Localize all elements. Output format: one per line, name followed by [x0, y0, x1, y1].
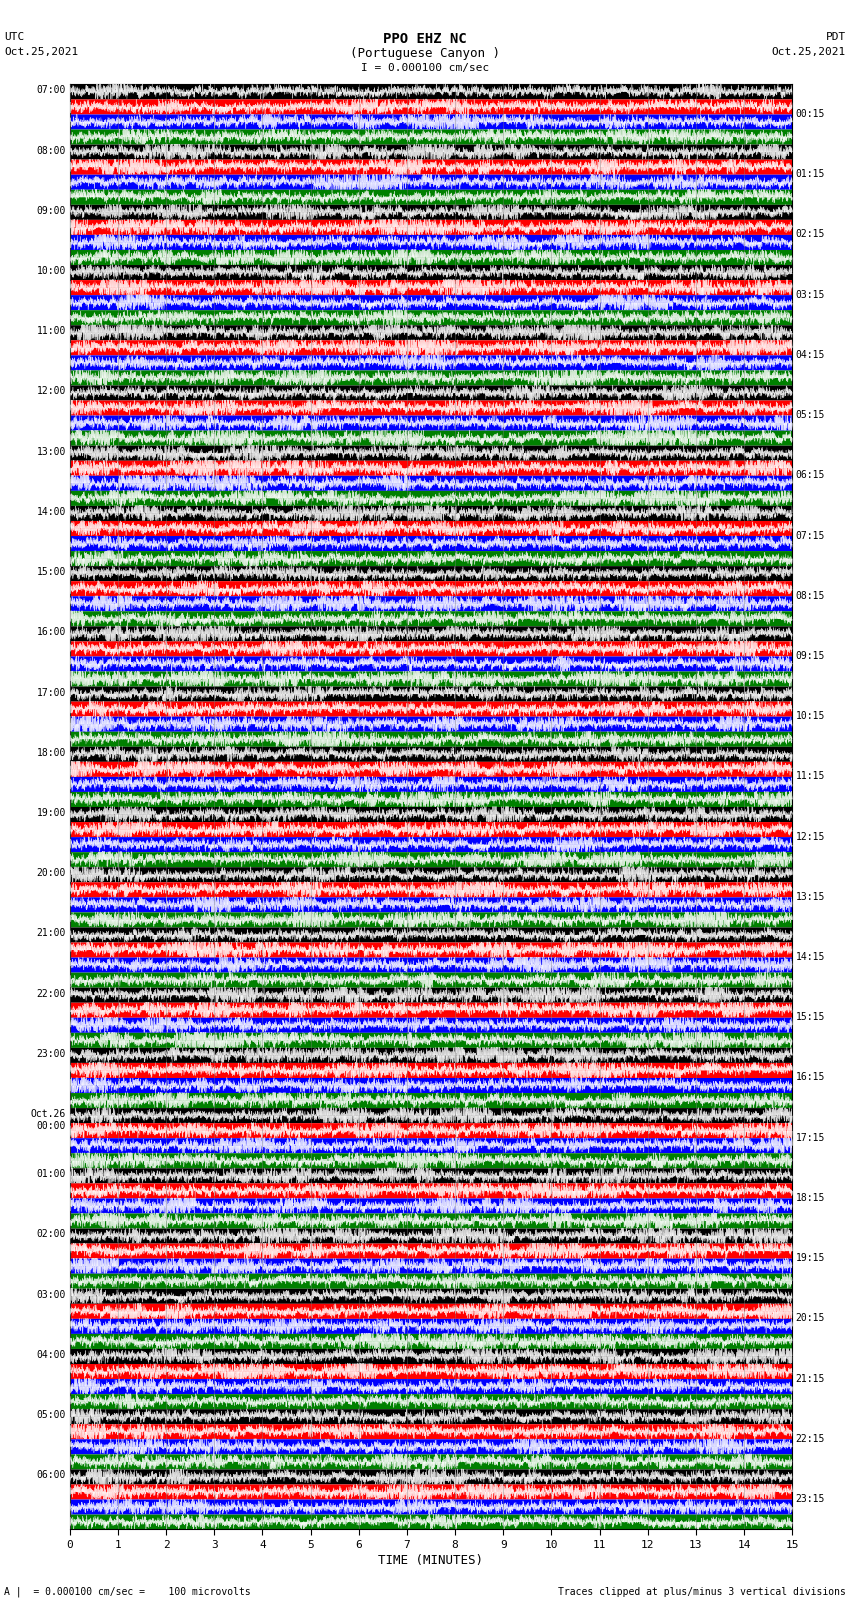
Text: 08:15: 08:15	[796, 590, 825, 600]
Text: 22:00: 22:00	[37, 989, 66, 998]
Text: 15:00: 15:00	[37, 568, 66, 577]
Text: Traces clipped at plus/minus 3 vertical divisions: Traces clipped at plus/minus 3 vertical …	[558, 1587, 846, 1597]
Text: 05:15: 05:15	[796, 410, 825, 419]
Text: 04:00: 04:00	[37, 1350, 66, 1360]
Text: 07:15: 07:15	[796, 531, 825, 540]
Text: 03:15: 03:15	[796, 290, 825, 300]
Text: 03:00: 03:00	[37, 1290, 66, 1300]
X-axis label: TIME (MINUTES): TIME (MINUTES)	[378, 1553, 484, 1566]
Text: PPO EHZ NC: PPO EHZ NC	[383, 32, 467, 47]
Text: 04:15: 04:15	[796, 350, 825, 360]
Text: Oct.26
00:00: Oct.26 00:00	[31, 1110, 66, 1131]
Text: Oct.25,2021: Oct.25,2021	[4, 47, 78, 56]
Text: 12:00: 12:00	[37, 387, 66, 397]
Text: 08:00: 08:00	[37, 145, 66, 155]
Text: 02:00: 02:00	[37, 1229, 66, 1239]
Text: 23:00: 23:00	[37, 1048, 66, 1058]
Text: I = 0.000100 cm/sec: I = 0.000100 cm/sec	[361, 63, 489, 73]
Text: 19:15: 19:15	[796, 1253, 825, 1263]
Text: 20:00: 20:00	[37, 868, 66, 877]
Text: 00:15: 00:15	[796, 110, 825, 119]
Text: 07:00: 07:00	[37, 85, 66, 95]
Text: 20:15: 20:15	[796, 1313, 825, 1323]
Text: 01:00: 01:00	[37, 1169, 66, 1179]
Text: 09:15: 09:15	[796, 652, 825, 661]
Text: 23:15: 23:15	[796, 1494, 825, 1503]
Text: Oct.25,2021: Oct.25,2021	[772, 47, 846, 56]
Text: 21:15: 21:15	[796, 1374, 825, 1384]
Text: 10:15: 10:15	[796, 711, 825, 721]
Text: 19:00: 19:00	[37, 808, 66, 818]
Text: 10:00: 10:00	[37, 266, 66, 276]
Text: 12:15: 12:15	[796, 832, 825, 842]
Text: 18:15: 18:15	[796, 1194, 825, 1203]
Text: 13:00: 13:00	[37, 447, 66, 456]
Text: 11:15: 11:15	[796, 771, 825, 781]
Text: 17:00: 17:00	[37, 687, 66, 697]
Text: 09:00: 09:00	[37, 206, 66, 216]
Text: 13:15: 13:15	[796, 892, 825, 902]
Text: UTC: UTC	[4, 32, 25, 42]
Text: 15:15: 15:15	[796, 1013, 825, 1023]
Text: A |  = 0.000100 cm/sec =    100 microvolts: A | = 0.000100 cm/sec = 100 microvolts	[4, 1586, 251, 1597]
Text: PDT: PDT	[825, 32, 846, 42]
Text: 06:15: 06:15	[796, 471, 825, 481]
Text: 22:15: 22:15	[796, 1434, 825, 1444]
Text: 05:00: 05:00	[37, 1410, 66, 1419]
Text: 16:00: 16:00	[37, 627, 66, 637]
Text: 18:00: 18:00	[37, 748, 66, 758]
Text: 11:00: 11:00	[37, 326, 66, 336]
Text: 14:15: 14:15	[796, 952, 825, 961]
Text: 01:15: 01:15	[796, 169, 825, 179]
Text: 02:15: 02:15	[796, 229, 825, 239]
Text: 06:00: 06:00	[37, 1471, 66, 1481]
Text: 21:00: 21:00	[37, 929, 66, 939]
Text: 17:15: 17:15	[796, 1132, 825, 1142]
Text: (Portuguese Canyon ): (Portuguese Canyon )	[350, 47, 500, 60]
Text: 16:15: 16:15	[796, 1073, 825, 1082]
Text: 14:00: 14:00	[37, 506, 66, 516]
